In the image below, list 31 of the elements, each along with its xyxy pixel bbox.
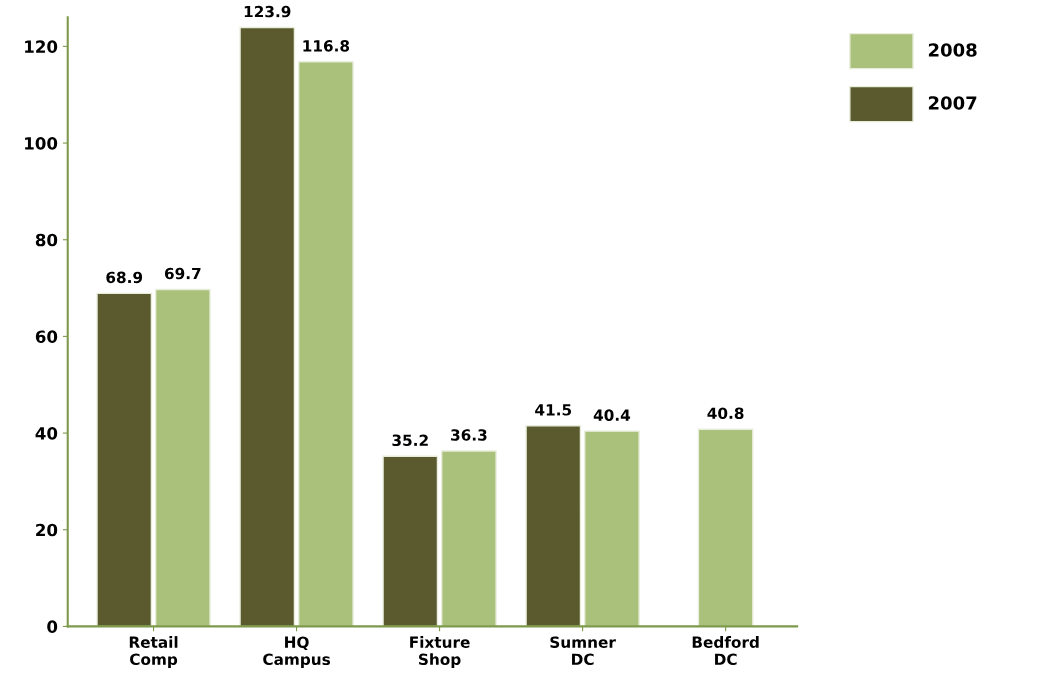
y-tick-label: 120	[25, 40, 58, 53]
bar	[154, 288, 211, 627]
x-tick-label: HQ Campus	[263, 636, 331, 669]
bar	[584, 430, 640, 627]
y-tick-label: 0	[47, 620, 58, 633]
data-label: 36.3	[451, 429, 487, 441]
x-tick-label: Bedford DC	[692, 636, 759, 666]
y-tick-label: 80	[35, 233, 58, 247]
data-label: 41.5	[535, 404, 572, 416]
data-label: 40.4	[593, 409, 631, 421]
bar	[96, 292, 153, 627]
y-tick-label: 20	[36, 523, 58, 537]
x-tick-label: Fixture Shop	[410, 636, 470, 669]
y-tick-label: 60	[35, 330, 58, 343]
y-tick-label: 100	[25, 137, 58, 150]
data-label: 35.2	[392, 434, 428, 447]
bar	[382, 455, 439, 627]
bar	[525, 425, 582, 627]
data-label: 69.7	[164, 267, 201, 280]
x-tick-label: Sumner DC	[550, 636, 616, 666]
y-tick-label: 40	[35, 427, 58, 440]
data-label: 40.8	[707, 407, 744, 419]
x-tick-label: Retail Comp	[129, 636, 178, 669]
bar	[441, 450, 497, 627]
data-label: 68.9	[106, 271, 143, 284]
legend-label: 2007	[928, 96, 977, 110]
bar	[298, 61, 354, 627]
data-label: 116.8	[303, 40, 350, 52]
legend-label: 2008	[928, 43, 977, 57]
bar	[239, 26, 296, 627]
data-label: 123.9	[244, 5, 291, 18]
